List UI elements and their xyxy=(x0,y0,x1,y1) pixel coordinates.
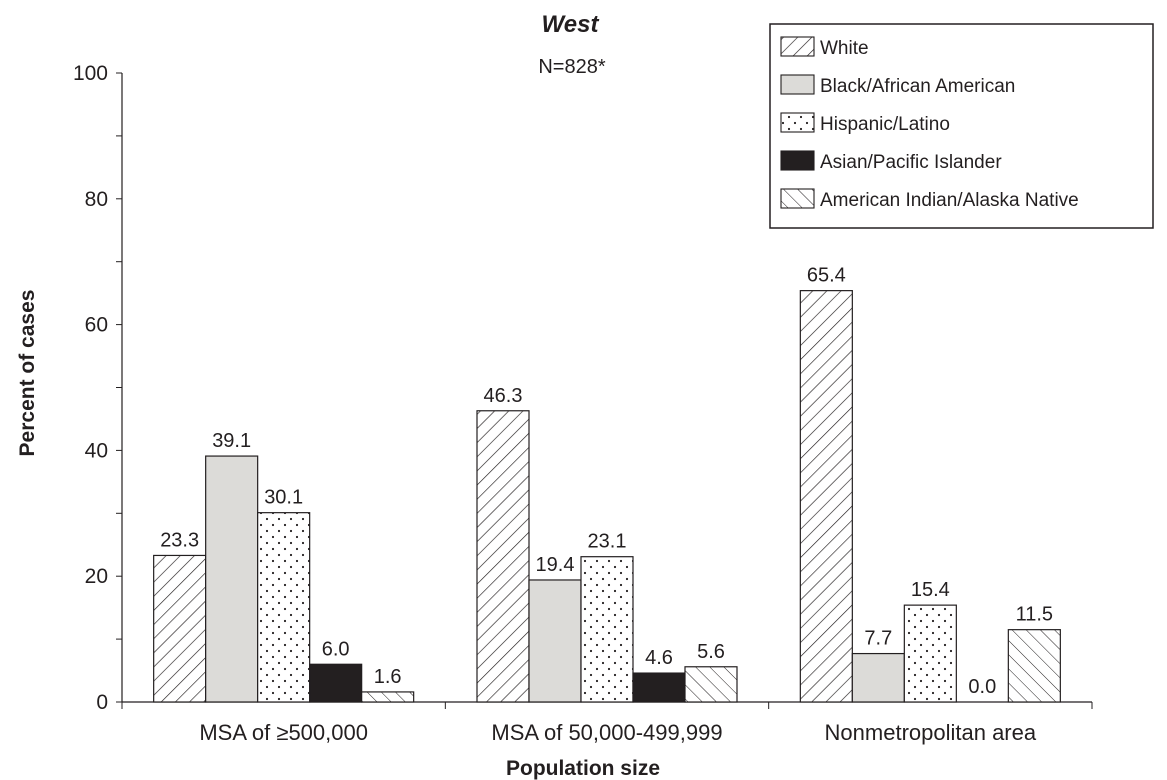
bar xyxy=(476,410,530,703)
bar-value-label: 30.1 xyxy=(264,487,303,509)
legend-entry-label: American Indian/Alaska Native xyxy=(820,190,1079,211)
bar-labels: 23.3 39.1 30.1 6.0 1.6 46.3 19.4 23.1 4.6 5.6 65.4… xyxy=(160,265,1053,698)
y-tick-label: 0 xyxy=(96,691,108,714)
bar xyxy=(1007,629,1061,703)
chart-title: West xyxy=(542,11,600,38)
y-tick-label: 100 xyxy=(73,62,108,85)
bar-value-label: 23.1 xyxy=(588,531,627,553)
x-category-label: MSA of 50,000-499,999 xyxy=(491,720,722,745)
bar xyxy=(851,652,905,703)
y-tick-label: 60 xyxy=(85,314,108,337)
legend-entry-label: Hispanic/Latino xyxy=(820,114,950,135)
bar xyxy=(632,672,686,703)
bar-value-label: 39.1 xyxy=(212,430,251,452)
bar-value-label: 11.5 xyxy=(1016,604,1053,626)
legend-swatch xyxy=(780,36,815,57)
bar xyxy=(309,663,363,703)
legend-swatch xyxy=(780,150,815,171)
bar xyxy=(903,604,957,703)
bar-value-label: 46.3 xyxy=(484,385,523,407)
bar xyxy=(153,554,207,703)
y-axis-title: Percent of cases xyxy=(16,290,39,457)
bar-value-label: 6.0 xyxy=(322,638,350,660)
bar xyxy=(257,512,311,703)
bar xyxy=(684,666,738,703)
legend-swatch xyxy=(780,188,815,209)
bar-value-label: 65.4 xyxy=(807,265,846,287)
y-tick-label: 20 xyxy=(85,565,108,588)
legend: White Black/African American Hispanic/Lati… xyxy=(769,23,1154,229)
legend-swatch xyxy=(780,74,815,95)
legend-box xyxy=(769,23,1154,229)
bar-value-label: 0.0 xyxy=(968,676,996,698)
legend-entry-label: Black/African American xyxy=(820,76,1015,97)
x-axis: MSA of ≥500,000 MSA of 50,000-499,999 Nonm… xyxy=(121,701,1093,745)
x-axis-title: Population size xyxy=(506,757,660,780)
legend-entry-label: Asian/Pacific Islander xyxy=(820,152,1002,173)
bar-value-label: 4.6 xyxy=(645,647,673,669)
bar xyxy=(580,556,634,703)
bar xyxy=(799,290,853,703)
legend-entry-label: White xyxy=(820,38,869,59)
x-category-label: MSA of ≥500,000 xyxy=(199,720,368,745)
bar-value-label: 19.4 xyxy=(536,554,575,576)
bar xyxy=(205,455,259,703)
y-tick-label: 80 xyxy=(85,188,108,211)
legend-swatch xyxy=(780,112,815,133)
y-axis: 0 20 40 60 80 100 xyxy=(73,62,123,714)
chart-subtitle: N=828* xyxy=(538,56,605,78)
bar xyxy=(361,691,415,703)
y-tick-label: 40 xyxy=(85,439,108,462)
bar-value-label: 15.4 xyxy=(911,579,950,601)
bar-value-label: 23.3 xyxy=(160,529,199,551)
bar-value-label: 7.7 xyxy=(864,628,892,650)
bar-value-label: 1.6 xyxy=(374,666,402,688)
bar xyxy=(528,579,582,703)
bar-value-label: 5.6 xyxy=(697,641,725,663)
x-category-label: Nonmetropolitan area xyxy=(825,720,1037,745)
bars xyxy=(153,290,1061,703)
